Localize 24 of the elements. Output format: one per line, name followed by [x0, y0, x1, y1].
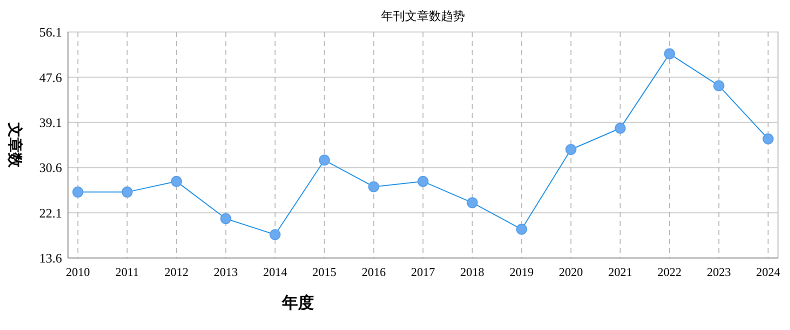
- x-tick-label: 2015: [312, 265, 336, 279]
- y-tick-label: 22.1: [39, 205, 62, 220]
- x-tick-label: 2010: [66, 265, 90, 279]
- x-tick-label: 2020: [558, 265, 583, 279]
- y-axis-title: 文章数: [6, 122, 24, 168]
- y-tick-label: 13.6: [39, 250, 62, 266]
- x-tick-label: 2019: [510, 265, 534, 279]
- x-tick-label: 2011: [115, 265, 139, 279]
- x-tick-label: 2016: [362, 265, 386, 279]
- y-tick-label: 56.1: [39, 24, 62, 40]
- x-tick-label: 2012: [164, 265, 188, 279]
- chart-title: 年刊文章数趋势: [381, 9, 465, 23]
- x-tick-label: 2024: [756, 265, 780, 279]
- x-tick-label: 2022: [658, 265, 682, 279]
- x-tick-label: 2023: [706, 265, 731, 279]
- x-tick-label: 2017: [411, 265, 435, 279]
- y-tick-label: 30.6: [39, 160, 62, 176]
- x-tick-label: 2021: [608, 265, 632, 279]
- x-axis-title: 年度: [281, 293, 314, 312]
- x-tick-label: 2018: [460, 265, 484, 279]
- x-tick-label: 2013: [214, 265, 238, 279]
- y-tick-label: 47.6: [39, 70, 62, 85]
- y-tick-label: 39.1: [39, 114, 62, 130]
- x-tick-label: 2014: [263, 265, 288, 279]
